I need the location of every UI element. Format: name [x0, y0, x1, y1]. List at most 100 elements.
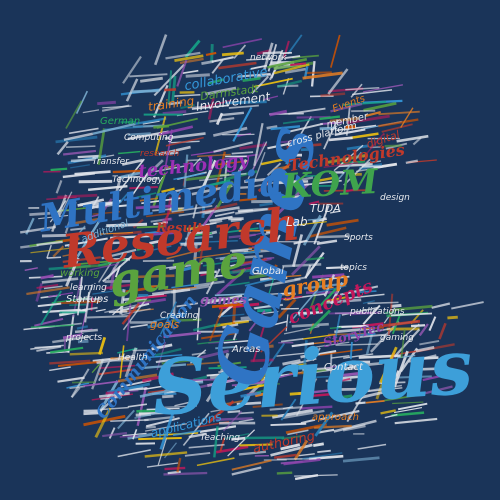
filler-word-mark — [28, 207, 40, 209]
filler-word-mark — [173, 172, 205, 181]
filler-word-mark — [46, 244, 52, 259]
filler-word-mark — [262, 51, 282, 55]
filler-word-mark — [350, 83, 363, 98]
filler-word-mark — [237, 72, 271, 78]
filler-word-mark — [202, 259, 241, 267]
filler-word-mark — [42, 308, 81, 314]
filler-word-mark — [256, 48, 272, 56]
filler-word-mark — [164, 88, 177, 92]
filler-word-mark — [220, 111, 245, 117]
filler-word-mark — [231, 249, 261, 256]
filler-word-mark — [66, 145, 96, 148]
filler-word-mark — [97, 128, 106, 165]
filler-word-mark — [264, 277, 301, 288]
filler-word-mark — [312, 273, 345, 279]
filler-word-mark — [125, 78, 139, 102]
filler-word-mark — [38, 214, 69, 220]
filler-word-mark — [320, 92, 346, 97]
filler-word-mark — [378, 110, 420, 116]
filler-word-mark — [132, 299, 152, 303]
filler-word-mark — [365, 400, 385, 404]
filler-word-mark — [378, 319, 421, 328]
filler-word-mark — [57, 360, 101, 367]
filler-word-mark — [294, 473, 319, 481]
filler-word-mark — [310, 61, 316, 87]
filler-word-mark — [188, 432, 208, 439]
filler-word-mark — [82, 109, 100, 114]
filler-word-mark — [213, 426, 219, 458]
filler-word-mark — [330, 102, 363, 113]
filler-word-mark — [139, 197, 159, 202]
filler-word-mark — [418, 356, 439, 360]
filler-word-mark — [225, 155, 247, 158]
filler-word-mark — [40, 274, 54, 280]
filler-word-mark — [256, 221, 275, 225]
filler-word-mark — [314, 424, 352, 429]
filler-word-mark — [211, 58, 224, 74]
filler-word-mark — [281, 337, 304, 343]
filler-word-mark — [254, 455, 269, 457]
filler-word-mark — [62, 252, 77, 257]
filler-word-mark — [203, 240, 238, 243]
filler-word-mark — [273, 63, 310, 75]
filler-word-mark — [117, 373, 158, 383]
filler-word-mark — [70, 164, 90, 169]
filler-word-mark — [248, 270, 285, 280]
filler-word-mark — [63, 339, 66, 353]
filler-word-mark — [367, 327, 391, 334]
filler-word-mark — [110, 234, 154, 240]
filler-word-mark — [84, 291, 91, 323]
filler-word-mark — [282, 359, 301, 366]
filler-word-mark — [270, 195, 298, 200]
filler-word-mark — [191, 184, 233, 196]
filler-word-mark — [184, 39, 201, 59]
filler-word-mark — [303, 282, 345, 290]
filler-word-mark — [352, 89, 393, 96]
word-working: working — [60, 268, 100, 279]
filler-word-mark — [205, 51, 217, 56]
filler-word-mark — [43, 285, 63, 290]
filler-word-mark — [281, 434, 303, 440]
filler-word-mark — [176, 59, 188, 87]
filler-word-mark — [269, 109, 288, 117]
filler-word-mark — [29, 211, 51, 216]
filler-word-mark — [108, 310, 128, 314]
filler-word-mark — [146, 462, 179, 468]
filler-word-mark — [378, 118, 419, 128]
filler-word-mark — [342, 456, 380, 463]
filler-word-mark — [102, 255, 133, 283]
filler-word-mark — [282, 78, 290, 95]
filler-word-mark — [208, 78, 224, 85]
filler-word-mark — [251, 75, 270, 95]
filler-word-mark — [251, 200, 273, 204]
filler-word-mark — [301, 179, 342, 187]
filler-word-mark — [90, 213, 104, 218]
filler-word-mark — [169, 261, 203, 271]
filler-word-mark — [30, 247, 74, 254]
filler-word-mark — [30, 344, 64, 350]
filler-word-mark — [144, 415, 175, 422]
filler-word-mark — [285, 423, 327, 435]
filler-word-mark — [390, 303, 402, 308]
filler-word-mark — [363, 387, 403, 393]
filler-word-mark — [100, 396, 123, 400]
word-startups: Startups — [66, 294, 108, 305]
filler-word-mark — [323, 119, 339, 150]
filler-word-mark — [232, 106, 253, 142]
word-computing: Computing — [124, 133, 174, 143]
filler-word-mark — [36, 345, 62, 352]
filler-word-mark — [415, 345, 435, 353]
filler-word-mark — [78, 259, 120, 265]
filler-word-mark — [209, 219, 223, 225]
filler-word-mark — [160, 405, 198, 409]
filler-word-mark — [175, 184, 209, 193]
filler-word-mark — [176, 457, 182, 473]
word-health: Health — [118, 353, 148, 363]
filler-word-mark — [252, 272, 272, 275]
filler-word-mark — [176, 265, 196, 273]
filler-word-mark — [300, 418, 316, 425]
filler-word-mark — [266, 125, 278, 130]
filler-word-mark — [37, 302, 62, 308]
filler-word-mark — [418, 323, 429, 337]
filler-word-mark — [55, 191, 73, 224]
